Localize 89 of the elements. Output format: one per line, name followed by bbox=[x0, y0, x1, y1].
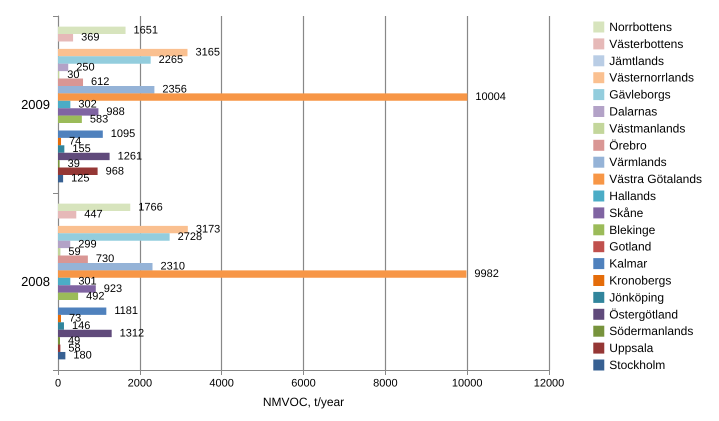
bar bbox=[58, 233, 170, 241]
legend-label: Kronobergs bbox=[609, 274, 672, 288]
data-label: 1181 bbox=[114, 305, 138, 318]
bar bbox=[58, 48, 188, 56]
bar bbox=[58, 56, 151, 64]
bar bbox=[58, 240, 70, 248]
data-label: 2310 bbox=[160, 260, 185, 273]
bar bbox=[58, 285, 96, 293]
bar bbox=[58, 352, 66, 360]
bar bbox=[58, 270, 466, 278]
data-label: 1312 bbox=[120, 327, 144, 340]
legend-label: Södermanlands bbox=[609, 324, 694, 338]
bar bbox=[58, 108, 98, 116]
bar bbox=[58, 26, 126, 34]
legend-label: Östergötland bbox=[609, 307, 678, 322]
data-label: 923 bbox=[104, 282, 122, 295]
bar bbox=[58, 138, 62, 146]
data-label: 369 bbox=[81, 32, 100, 44]
x-tick-label: 12000 bbox=[534, 378, 564, 390]
data-label: 1766 bbox=[138, 201, 163, 214]
legend-label: Hallands bbox=[609, 189, 656, 203]
y-tick-label: 2008 bbox=[21, 274, 50, 289]
bar bbox=[58, 307, 106, 315]
bar bbox=[58, 204, 130, 212]
data-label: 3165 bbox=[196, 46, 220, 59]
legend-label: Jönköping bbox=[609, 290, 664, 304]
legend-label: Norrbottens bbox=[609, 20, 672, 34]
legend-label: Örebro bbox=[609, 138, 647, 152]
x-axis-title: NMVOC, t/year bbox=[262, 395, 344, 409]
x-tick-label: 6000 bbox=[291, 378, 316, 390]
legend-label: Västra Götalands bbox=[609, 172, 702, 186]
bar bbox=[58, 278, 70, 286]
bar bbox=[58, 130, 103, 138]
bar bbox=[58, 78, 84, 86]
legend-label: Skåne bbox=[609, 206, 644, 220]
bar bbox=[58, 64, 68, 72]
data-label: 1651 bbox=[134, 24, 158, 36]
bar bbox=[58, 262, 153, 270]
bar bbox=[58, 145, 64, 153]
legend-label: Västerbottens bbox=[609, 36, 684, 51]
data-label: 730 bbox=[96, 253, 114, 266]
x-tick-label: 10000 bbox=[452, 378, 482, 390]
data-label: 39 bbox=[68, 158, 80, 170]
legend-label: Uppsala bbox=[609, 341, 654, 356]
legend-label: Västmanlands bbox=[609, 121, 686, 136]
bar bbox=[58, 116, 82, 124]
data-label: 612 bbox=[91, 76, 110, 88]
bar bbox=[58, 314, 61, 322]
bar bbox=[58, 292, 78, 300]
data-label: 2265 bbox=[158, 54, 184, 66]
legend-label: Värmlands bbox=[609, 155, 667, 170]
data-label: 968 bbox=[106, 165, 124, 178]
y-tick-label: 2009 bbox=[21, 97, 50, 112]
data-label: 10004 bbox=[475, 91, 506, 104]
data-label: 302 bbox=[78, 98, 97, 110]
bar bbox=[58, 100, 70, 108]
x-tick-label: 4000 bbox=[209, 378, 234, 390]
bar bbox=[58, 211, 76, 218]
data-label: 2356 bbox=[162, 84, 187, 96]
bar bbox=[58, 152, 110, 160]
bar bbox=[58, 256, 88, 263]
data-label: 1261 bbox=[118, 150, 142, 162]
data-label: 492 bbox=[86, 290, 104, 302]
bar bbox=[58, 86, 154, 94]
bar bbox=[58, 226, 188, 234]
legend-label: Blekinge bbox=[609, 222, 656, 237]
bar bbox=[58, 34, 74, 42]
bar bbox=[58, 168, 98, 175]
data-label: 1095 bbox=[110, 128, 136, 140]
x-tick-label: 2000 bbox=[128, 378, 152, 390]
bar bbox=[58, 322, 64, 330]
legend-label: Stockholm bbox=[609, 358, 666, 372]
legend-label: Gotland bbox=[609, 240, 652, 254]
data-label: 988 bbox=[106, 106, 125, 118]
data-label: 447 bbox=[84, 208, 103, 221]
data-label: 125 bbox=[71, 172, 90, 185]
legend-label: Kalmar bbox=[609, 256, 648, 271]
bar bbox=[58, 93, 468, 101]
legend-label: Dalarnas bbox=[609, 104, 658, 118]
legend-label: Västernorrlands bbox=[609, 70, 694, 85]
data-label: 301 bbox=[78, 276, 97, 288]
legend-label: Gävleborgs bbox=[609, 88, 671, 102]
data-label: 583 bbox=[90, 113, 108, 126]
legend-label: Jämtlands bbox=[609, 54, 664, 68]
bar bbox=[58, 330, 112, 338]
bar bbox=[58, 174, 64, 182]
data-label: 9982 bbox=[474, 268, 499, 280]
x-tick-label: 8000 bbox=[373, 378, 398, 390]
x-tick-label: 0 bbox=[54, 378, 62, 390]
